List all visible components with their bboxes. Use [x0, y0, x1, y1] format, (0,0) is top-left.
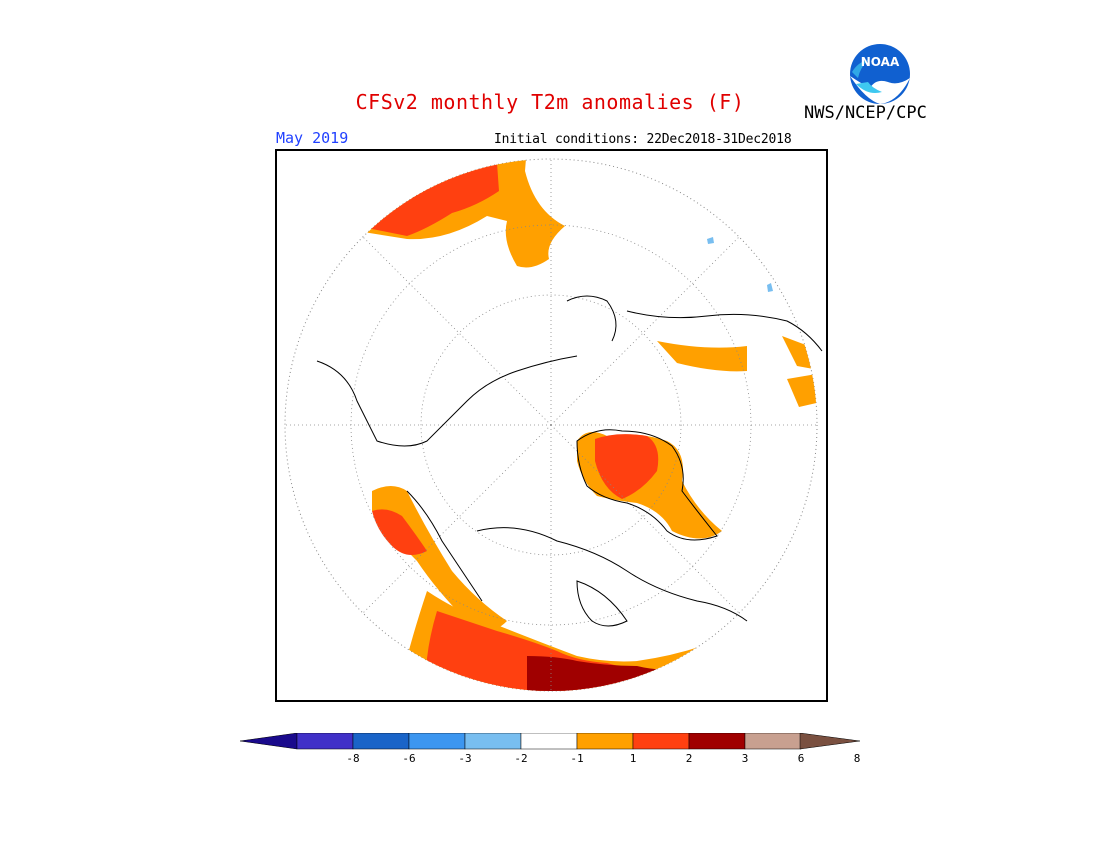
- color-legend: -8 -6 -3 -2 -1 1 2 3 6 8: [239, 732, 861, 773]
- anomaly-cold-spot: [707, 237, 714, 244]
- legend-cell: [408, 732, 466, 750]
- legend-cell: [632, 732, 690, 750]
- legend-arrow-right: [799, 732, 861, 750]
- anomaly-asia-strip-light: [782, 336, 817, 371]
- globe-edge: [284, 158, 818, 692]
- polar-map: [275, 149, 828, 702]
- noaa-logo: NOAA: [848, 42, 912, 106]
- legend-bar: [239, 732, 861, 750]
- legend-tick-label: -8: [346, 752, 360, 765]
- legend-tick-label: 2: [685, 752, 693, 765]
- legend-cell: [744, 732, 802, 750]
- legend-tick-label: -6: [402, 752, 416, 765]
- legend-cell: [296, 732, 354, 750]
- legend-tick-label: 3: [741, 752, 749, 765]
- legend-tick-label: 8: [853, 752, 861, 765]
- legend-cell: [352, 732, 410, 750]
- legend-tick-label: -2: [514, 752, 528, 765]
- organization-label: NWS/NCEP/CPC: [804, 103, 927, 123]
- coast-greenland: [576, 429, 718, 541]
- logo-text: NOAA: [861, 55, 900, 69]
- forecast-month: May 2019: [276, 129, 349, 147]
- anomaly-greenland-mid: [595, 434, 659, 499]
- anomaly-cold-spot-2: [767, 283, 773, 292]
- legend-arrow-left: [239, 732, 298, 750]
- polar-map-svg: [284, 158, 823, 692]
- legend-tick-label: 6: [797, 752, 805, 765]
- coast-asia: [626, 310, 823, 352]
- coast-alaska: [406, 490, 483, 602]
- anomaly-central-asia-light: [787, 373, 817, 407]
- anomaly-north-atlantic-mid: [367, 163, 499, 236]
- anomaly-europe-light: [657, 341, 747, 372]
- initial-conditions: Initial conditions: 22Dec2018-31Dec2018: [494, 132, 792, 147]
- coast-scandinavia: [566, 295, 617, 342]
- map-title: CFSv2 monthly T2m anomalies (F): [355, 90, 745, 114]
- legend-tick-label: -1: [570, 752, 584, 765]
- coast-canada: [476, 527, 748, 622]
- legend-tick-label: 1: [629, 752, 637, 765]
- coast-africa-europe: [316, 355, 578, 447]
- legend-cell: [520, 732, 578, 750]
- legend-cell: [576, 732, 634, 750]
- legend-cell: [688, 732, 746, 750]
- legend-tick-label: -3: [458, 752, 472, 765]
- anomaly-alaska-mid: [372, 509, 427, 555]
- coast-hudson: [576, 580, 628, 627]
- legend-cell: [464, 732, 522, 750]
